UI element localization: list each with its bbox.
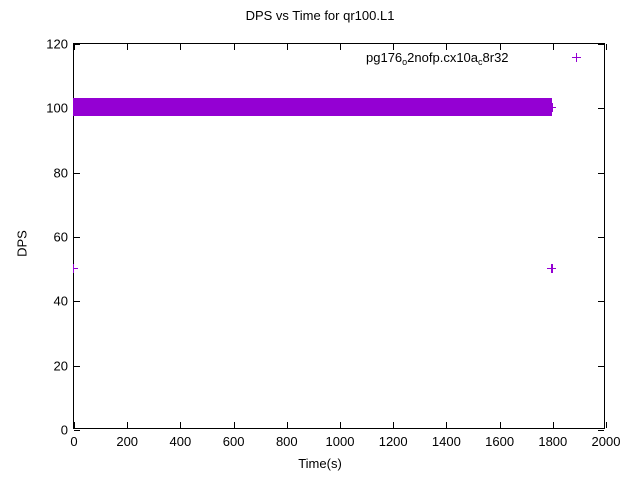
x-tick-label: 1800 — [538, 434, 568, 449]
x-tick-mark — [552, 44, 554, 50]
y-tick-mark — [598, 44, 604, 45]
x-tick-mark — [74, 44, 75, 50]
x-tick-label: 800 — [275, 434, 298, 449]
x-tick-label: 200 — [116, 434, 139, 449]
y-tick-label: 100 — [46, 100, 68, 116]
data-point-marker — [547, 102, 557, 112]
x-tick-label: 1600 — [485, 434, 515, 449]
x-tick-label: 2000 — [591, 434, 621, 449]
x-tick-mark — [393, 44, 395, 50]
x-tick-label: 400 — [169, 434, 192, 449]
x-tick-mark — [74, 422, 75, 428]
x-axis-title: Time(s) — [298, 456, 342, 471]
y-tick-mark — [74, 301, 80, 303]
x-tick-label: 1000 — [325, 434, 355, 449]
y-tick-mark — [598, 172, 604, 174]
legend-marker-icon — [570, 51, 583, 64]
x-tick-mark — [552, 422, 554, 428]
data-point-marker — [547, 263, 557, 273]
y-tick-mark — [598, 430, 604, 431]
x-tick-mark — [127, 44, 129, 50]
data-point-marker — [73, 263, 78, 273]
y-tick-mark — [598, 108, 604, 110]
x-tick-label: 0 — [70, 434, 78, 449]
y-tick-mark — [598, 237, 604, 238]
y-tick-label: 0 — [60, 422, 68, 438]
y-tick-label: 20 — [53, 358, 68, 374]
plot-frame: 0 20 40 60 80 100 120 0 200 400 600 800 1000 1200 1400… — [46, 38, 620, 449]
y-tick-label: 40 — [53, 293, 68, 309]
y-tick-label: 120 — [46, 36, 68, 52]
x-tick-mark — [499, 422, 501, 428]
x-tick-mark — [286, 44, 288, 50]
y-axis-title: DPS — [14, 230, 30, 257]
y-tick-label: 60 — [53, 229, 68, 245]
x-tick-mark — [606, 44, 607, 50]
legend-entry-label: pg176o2nofp.cx10ac8r32 — [366, 50, 509, 68]
y-tick-mark — [598, 365, 604, 367]
legend: pg176o2nofp.cx10ac8r32 — [366, 50, 509, 68]
x-tick-mark — [446, 44, 448, 50]
x-tick-mark — [446, 422, 448, 428]
x-tick-mark — [393, 422, 395, 428]
x-tick-mark — [233, 422, 235, 428]
x-tick-mark — [606, 422, 607, 428]
y-tick-mark — [74, 237, 80, 238]
y-tick-mark — [74, 365, 80, 367]
x-tick-mark — [340, 44, 341, 50]
plot-area — [73, 43, 605, 429]
x-tick-mark — [499, 44, 501, 50]
y-tick-mark — [598, 301, 604, 303]
y-tick-mark — [74, 44, 80, 45]
x-tick-mark — [233, 44, 235, 50]
x-tick-mark — [180, 44, 182, 50]
y-tick-mark — [74, 172, 80, 174]
x-tick-mark — [340, 422, 341, 428]
chart-title: DPS vs Time for qr100.L1 — [245, 8, 395, 23]
data-series-band — [73, 98, 552, 117]
x-tick-label: 600 — [222, 434, 245, 449]
x-tick-mark — [127, 422, 129, 428]
x-tick-label: 1200 — [378, 434, 408, 449]
x-tick-mark — [286, 422, 288, 428]
x-tick-mark — [180, 422, 182, 428]
y-tick-label: 80 — [53, 165, 68, 181]
plus-icon — [571, 52, 581, 62]
y-tick-mark — [74, 430, 80, 431]
x-tick-label: 1400 — [431, 434, 461, 449]
